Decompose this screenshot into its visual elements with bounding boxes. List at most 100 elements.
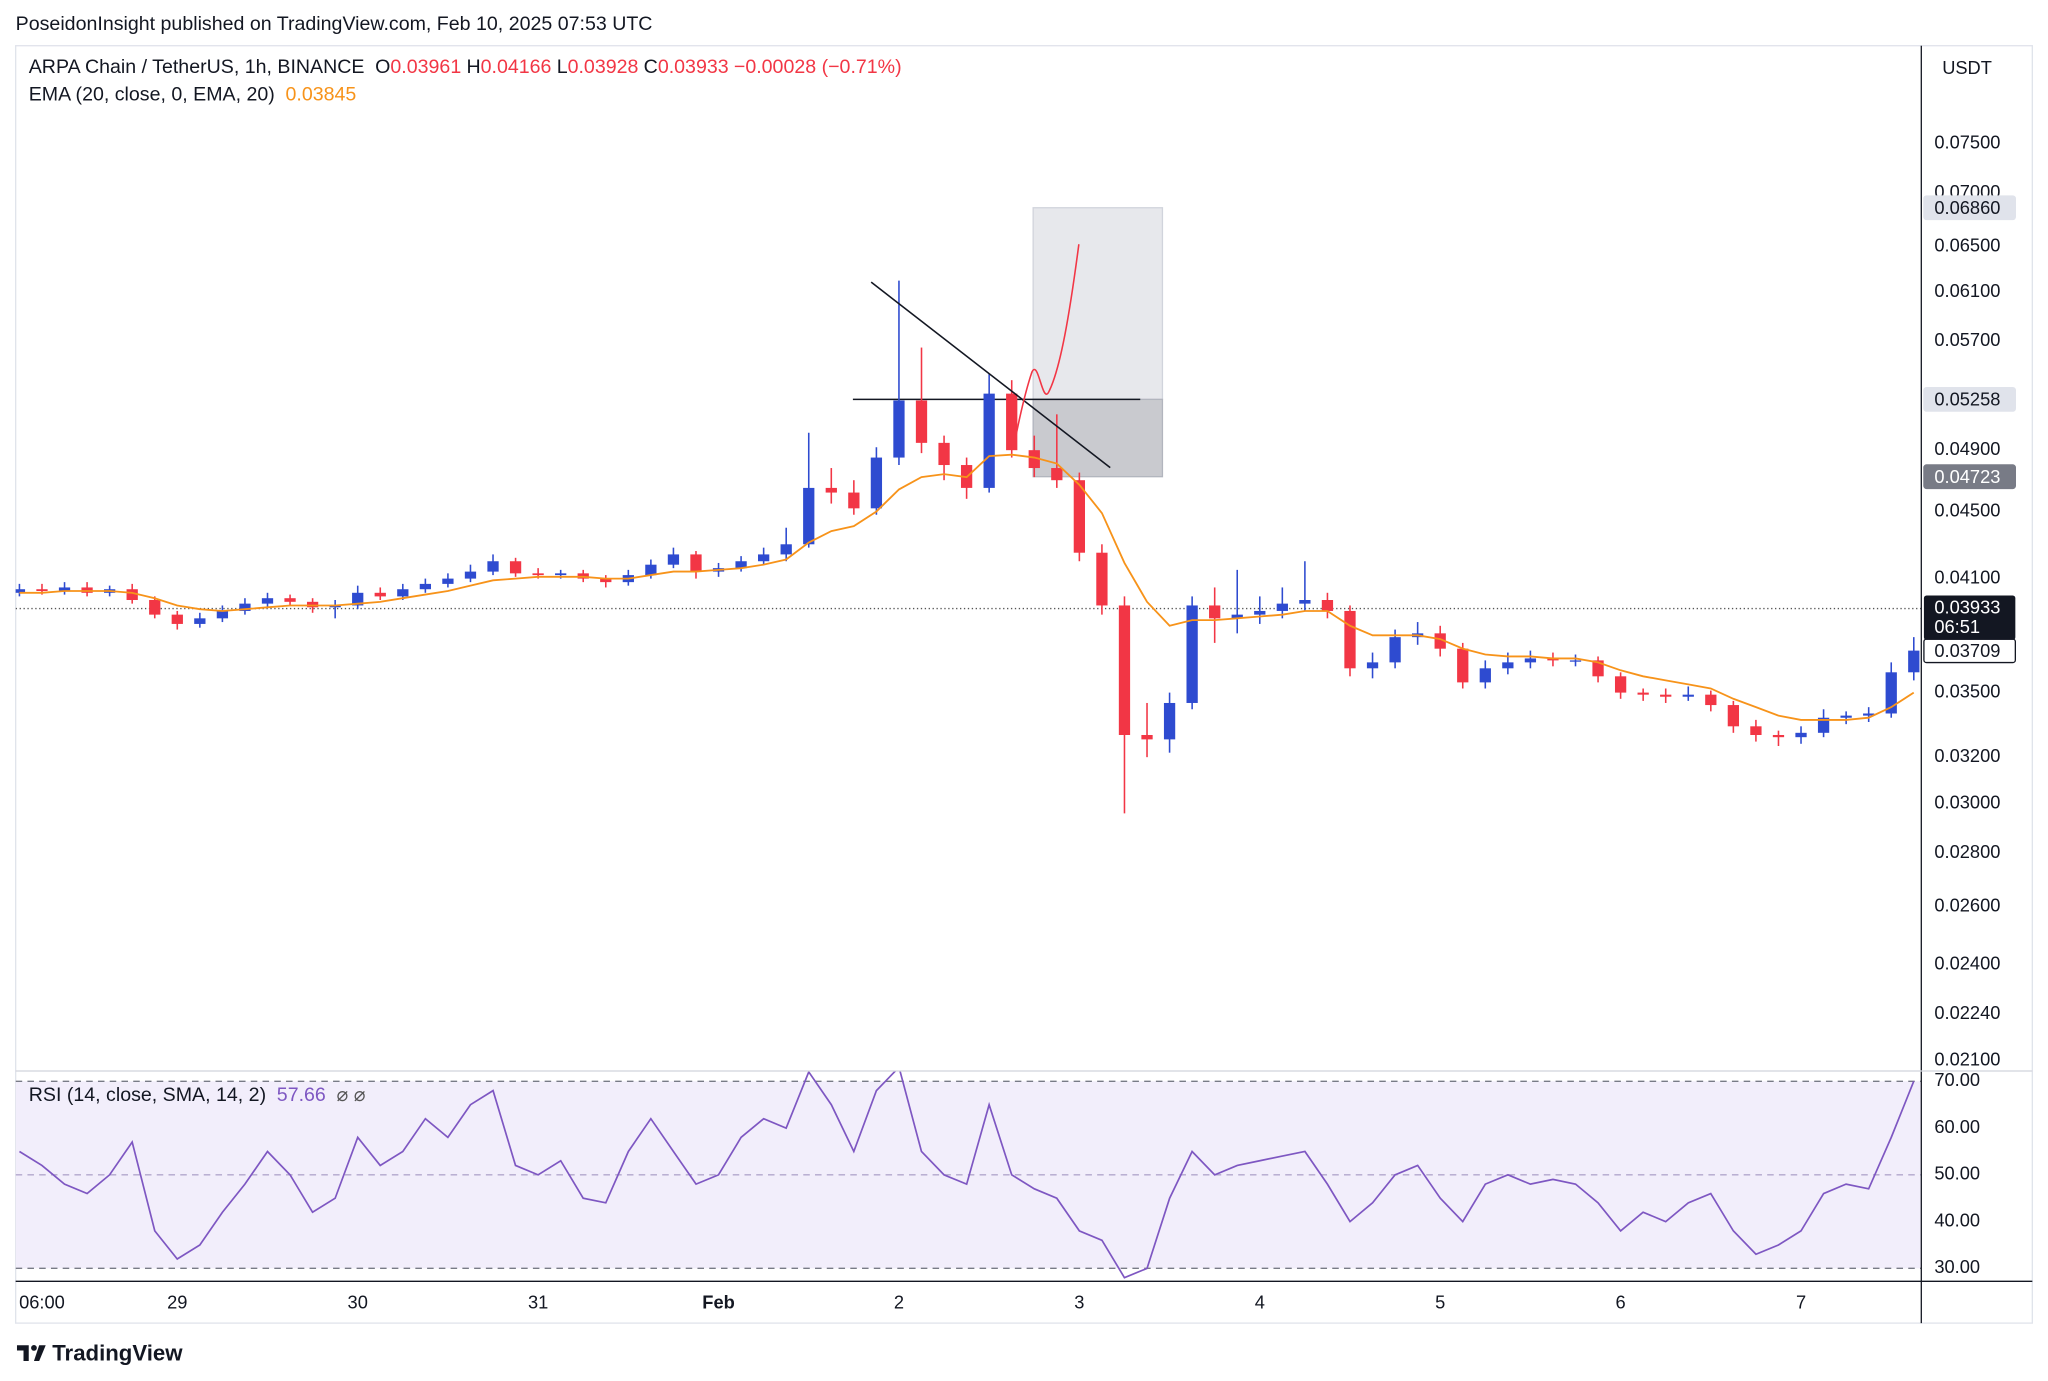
price-label: 0.05258 xyxy=(1934,389,2000,410)
candle-body xyxy=(306,601,319,608)
candle-body xyxy=(555,573,567,576)
candle-body xyxy=(1051,468,1063,481)
y-tick-label: 0.02240 xyxy=(1934,1002,2000,1023)
x-tick-label: 6 xyxy=(1616,1291,1626,1312)
candle-body xyxy=(848,492,860,509)
candle-body xyxy=(1727,705,1740,727)
y-tick-label: 0.02400 xyxy=(1934,952,2000,973)
brand-logo xyxy=(16,1345,46,1361)
ema-legend: EMA (20, close, 0, EMA, 20) 0.03845 xyxy=(29,84,362,108)
candle-body xyxy=(487,561,499,572)
candle-body xyxy=(509,561,522,574)
candle-body xyxy=(1457,648,1469,683)
candle-body xyxy=(419,583,432,590)
rsi-tick-label: 60.00 xyxy=(1934,1116,1980,1137)
price-change: −0.00028 (−0.71%) xyxy=(733,56,902,79)
candle-body xyxy=(1231,614,1243,619)
candle-body xyxy=(690,554,702,572)
candle-body xyxy=(915,400,928,443)
candle-body xyxy=(870,457,883,509)
candle-body xyxy=(1321,600,1334,611)
target-zone xyxy=(1032,207,1164,401)
candle-body xyxy=(1502,662,1514,669)
x-tick-label: 29 xyxy=(167,1291,187,1312)
x-tick-label: 06:00 xyxy=(19,1291,65,1312)
candle-body xyxy=(442,578,454,584)
ohlc-value: 0.03933 xyxy=(657,56,729,79)
candle-body xyxy=(1299,600,1311,604)
candle-body xyxy=(216,610,229,619)
last-price-box xyxy=(1923,595,2016,640)
candle-body xyxy=(239,603,251,611)
candle-body xyxy=(1524,658,1537,663)
candle-body xyxy=(1073,480,1086,553)
candle-body xyxy=(15,589,26,593)
candle-body xyxy=(1366,662,1379,669)
candle-body xyxy=(532,573,544,576)
candle-body xyxy=(171,614,183,624)
rsi-tick-label: 50.00 xyxy=(1934,1163,1980,1184)
candle-body xyxy=(1614,676,1627,693)
y-tick-label: 0.06100 xyxy=(1934,280,2000,301)
candle-body xyxy=(893,400,905,458)
currency: USDT xyxy=(1942,57,1992,78)
price-label: 0.03709 xyxy=(1934,640,2000,661)
frame xyxy=(15,45,2033,1324)
candle-body xyxy=(1163,702,1176,740)
axes: 0.075000.070000.065000.061000.057000.049… xyxy=(19,131,2016,1312)
x-tick-label: 4 xyxy=(1255,1291,1265,1312)
x-tick-label: Feb xyxy=(702,1291,734,1312)
brand: TradingView xyxy=(52,1340,183,1365)
candle-body xyxy=(1682,694,1694,697)
candle-body xyxy=(758,554,770,562)
ohlc-key: H xyxy=(466,56,481,79)
x-tick-label: 30 xyxy=(348,1291,368,1312)
candle-body xyxy=(36,589,48,592)
candle-body xyxy=(261,598,274,604)
candle-body xyxy=(194,618,206,624)
candle-body xyxy=(1592,660,1604,677)
candle-body xyxy=(667,554,680,565)
candle-body xyxy=(735,561,747,569)
y-tick-label: 0.03200 xyxy=(1934,745,2000,766)
price-label-box xyxy=(1923,195,2016,221)
rsi-legend: RSI (14, close, SMA, 14, 2) 57.66 ⌀ ⌀ xyxy=(29,1084,371,1108)
y-tick-label: 0.04900 xyxy=(1934,438,2000,459)
rsi-value: 57.66 xyxy=(276,1084,326,1107)
price-pane xyxy=(15,207,1922,814)
x-tick-label: 3 xyxy=(1074,1291,1084,1312)
x-tick-label: 5 xyxy=(1435,1291,1445,1312)
y-tick-label: 0.06500 xyxy=(1934,234,2000,255)
symbol-legend: ARPA Chain / TetherUS, 1h, BINANCE O0.03… xyxy=(29,56,907,80)
ema-name: EMA (20, close, 0, EMA, 20) xyxy=(28,83,275,106)
candle-body xyxy=(374,592,386,597)
rsi-extras: ⌀ ⌀ xyxy=(336,1084,366,1107)
candle-body xyxy=(1118,605,1131,735)
entry-zone xyxy=(1032,398,1164,478)
candle-body xyxy=(284,598,296,602)
candle-body xyxy=(1096,552,1108,606)
trend-line xyxy=(870,281,1111,469)
candle-body xyxy=(1547,658,1559,661)
price-label-box xyxy=(1923,386,2016,412)
ohlc-key: O xyxy=(375,56,391,79)
x-tick-label: 7 xyxy=(1796,1291,1806,1312)
ohlc-value: 0.03961 xyxy=(390,56,462,79)
candle-body xyxy=(600,578,612,583)
ema-line xyxy=(19,453,1915,721)
candle-body xyxy=(149,600,161,615)
price-label: 0.04723 xyxy=(1934,466,2000,487)
candle-body xyxy=(58,587,71,592)
candle-body xyxy=(397,589,409,597)
rsi-pane xyxy=(15,1071,1922,1279)
ohlc-value: 0.04166 xyxy=(480,56,552,79)
candle-body xyxy=(1254,610,1266,615)
last-price-label: 0.03933 xyxy=(1934,596,2000,617)
candle-body xyxy=(1209,605,1221,619)
rsi-tick-label: 30.00 xyxy=(1934,1256,1980,1277)
publish-line: PoseidonInsight published on TradingView… xyxy=(15,13,653,36)
candle-body xyxy=(1908,650,1920,673)
